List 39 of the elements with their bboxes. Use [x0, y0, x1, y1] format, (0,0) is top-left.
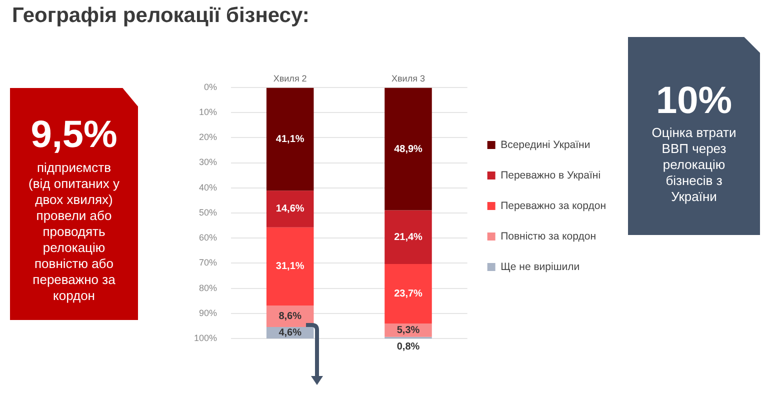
data-label: 48,9% — [394, 144, 423, 155]
bar — [266, 88, 314, 191]
legend-label: Переважно за кордон — [500, 200, 606, 212]
text: Оцінка втрати ВВП через релокацію бізнесів з України — [650, 124, 738, 205]
bar — [266, 227, 314, 306]
y-tick-label: 60% — [199, 232, 218, 243]
x-tick-label: Хвиля 2 — [273, 73, 307, 84]
y-tick-label: 10% — [199, 107, 218, 118]
chart-title: Географія релокації бізнесу: — [12, 4, 310, 28]
legend-label: Переважно в Україні — [500, 169, 601, 182]
text: підприємств (від опитаних у двох хвилях) провели або проводять релокацію повністю або переважно за кордон — [28, 160, 120, 303]
data-label: 4,6% — [278, 328, 302, 339]
data-label: 23,7% — [394, 288, 423, 300]
y-tick-label: 80% — [199, 282, 218, 293]
data-label: 14,6% — [276, 204, 304, 215]
text: 9,5% — [30, 114, 118, 156]
bar — [266, 190, 314, 228]
legend-label: Ще не вирішили — [500, 260, 580, 273]
y-tick-label: 20% — [199, 132, 218, 142]
legend-label: Всередині України — [500, 138, 590, 151]
bar — [384, 88, 432, 210]
data-label: 41,1% — [276, 134, 304, 146]
data-label: 0,8% — [396, 342, 420, 353]
y-tick-label: 100% — [194, 333, 218, 344]
y-tick-label: 40% — [199, 182, 218, 192]
data-label: 21,4% — [394, 232, 423, 243]
y-tick-label: 50% — [199, 207, 218, 218]
bar — [384, 264, 432, 324]
text: 10% — [654, 79, 734, 123]
y-tick-label: 0% — [204, 82, 218, 92]
data-label: 8,6% — [278, 310, 302, 322]
data-label: 5,3% — [396, 324, 420, 336]
y-tick-label: 30% — [199, 157, 218, 168]
y-tick-label: 70% — [199, 258, 218, 268]
data-label: 31,1% — [276, 261, 304, 272]
x-tick-label: Хвиля 3 — [392, 73, 425, 84]
y-tick-label: 90% — [199, 308, 218, 318]
bar — [384, 210, 432, 264]
legend-label: Повністю за кордон — [500, 230, 596, 242]
